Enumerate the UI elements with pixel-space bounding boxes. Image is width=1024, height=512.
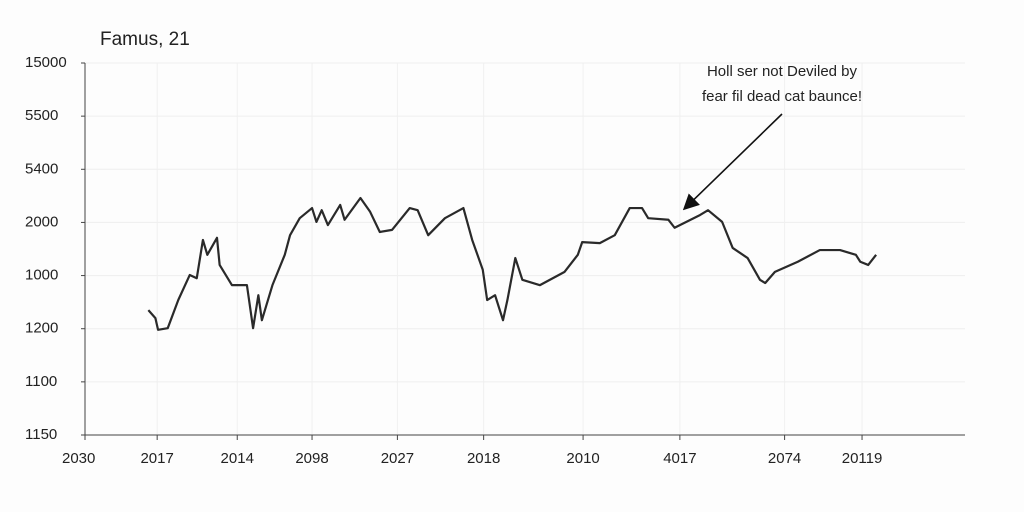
annotation-arrow <box>682 113 783 211</box>
annotation-text: Holl ser not Deviled by <box>707 63 858 80</box>
x-tick-label: 20119 <box>842 450 883 467</box>
x-tick-label: 2018 <box>467 450 500 467</box>
chart-title: Famus, 21 <box>100 29 190 50</box>
x-tick-label: 2017 <box>140 450 173 467</box>
annotation-text: fear fil dead cat baunce! <box>702 88 862 105</box>
x-tick-label: 2074 <box>768 450 801 467</box>
x-tick-label: 2098 <box>295 450 328 467</box>
y-tick-label: 15000 <box>25 54 67 71</box>
y-tick-label: 5400 <box>25 160 58 177</box>
x-tick-label: 2027 <box>381 450 414 467</box>
x-tick-label: 2010 <box>566 450 599 467</box>
series-line <box>147 196 877 331</box>
y-tick-label: 1100 <box>25 373 57 390</box>
x-tick-label: 2030 <box>62 450 95 467</box>
y-tick-label: 1000 <box>25 267 58 284</box>
x-tick-label: 4017 <box>663 450 696 467</box>
x-tick-label: 2014 <box>221 450 254 467</box>
y-tick-label: 1150 <box>25 426 57 443</box>
y-tick-label: 2000 <box>25 213 58 230</box>
y-tick-label: 5500 <box>25 107 58 124</box>
y-tick-label: 1200 <box>25 320 58 337</box>
